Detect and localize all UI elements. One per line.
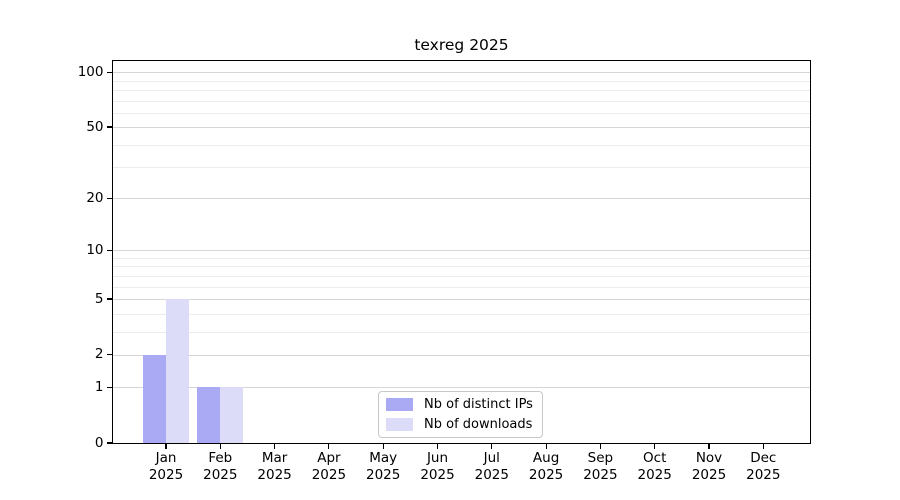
gridline-major <box>112 299 811 301</box>
x-tick-label: Dec 2025 <box>733 450 793 484</box>
gridline-minor <box>112 266 811 268</box>
gridline-major <box>112 250 811 252</box>
y-tick-label: 5 <box>94 290 104 307</box>
x-tick-month: Mar <box>261 450 288 466</box>
x-tick-label: Jun 2025 <box>408 450 468 484</box>
y-tick-label: 100 <box>77 63 104 80</box>
y-tick-label: 10 <box>86 241 104 258</box>
gridline-minor <box>112 286 811 288</box>
y-tick-mark <box>107 197 112 199</box>
x-tick-mark <box>274 444 276 449</box>
gridline-minor <box>112 258 811 259</box>
x-tick-mark <box>762 444 764 449</box>
legend-swatch-downloads <box>386 418 413 431</box>
y-tick-mark <box>107 71 112 73</box>
bar-distinct-ips <box>197 387 221 443</box>
y-tick-label: 50 <box>86 118 104 135</box>
x-tick-mark <box>654 444 656 449</box>
x-tick-year: 2025 <box>366 467 401 483</box>
gridline-minor <box>112 89 811 91</box>
x-tick-year: 2025 <box>148 467 184 483</box>
gridline-minor <box>112 112 811 114</box>
x-tick-year: 2025 <box>203 467 238 483</box>
x-tick-year: 2025 <box>257 467 292 483</box>
x-tick-month: Oct <box>643 450 667 466</box>
y-tick-mark <box>107 442 112 444</box>
y-tick-label: 20 <box>86 189 104 206</box>
bar-downloads <box>166 299 189 443</box>
y-tick-mark <box>107 298 112 300</box>
x-tick-mark <box>491 444 493 449</box>
gridline-major <box>112 198 811 200</box>
x-tick-label: Jul 2025 <box>462 450 522 484</box>
legend-item-downloads: Nb of downloads <box>386 417 533 432</box>
y-tick-mark <box>107 249 112 251</box>
bar-downloads <box>220 387 244 443</box>
x-tick-year: 2025 <box>311 467 347 483</box>
x-tick-label: Sep 2025 <box>570 450 630 484</box>
x-tick-mark <box>436 444 439 449</box>
gridline-minor <box>112 80 811 82</box>
x-tick-month: Jul <box>483 450 500 466</box>
x-tick-month: Nov <box>695 450 723 466</box>
x-tick-month: May <box>369 450 398 466</box>
legend-label-downloads: Nb of downloads <box>424 417 533 432</box>
legend-item-distinct-ips: Nb of distinct IPs <box>386 397 533 412</box>
x-tick-month: Jan <box>155 450 177 466</box>
x-tick-year: 2025 <box>637 467 672 483</box>
bar-distinct-ips <box>143 354 166 443</box>
gridline-minor <box>112 313 811 315</box>
y-tick-mark <box>107 126 112 128</box>
x-tick-mark <box>599 444 601 449</box>
x-tick-label: Oct 2025 <box>625 450 685 484</box>
x-tick-year: 2025 <box>746 467 781 483</box>
x-tick-label: May 2025 <box>353 450 413 484</box>
legend: Nb of distinct IPs Nb of downloads <box>378 391 543 438</box>
gridline-major <box>112 72 811 74</box>
x-tick-mark <box>382 444 384 449</box>
x-tick-year: 2025 <box>420 467 455 483</box>
x-tick-mark <box>219 444 221 449</box>
x-tick-year: 2025 <box>691 467 727 483</box>
y-tick-label: 2 <box>94 346 104 363</box>
y-tick-label: 1 <box>94 378 104 395</box>
x-tick-label: Mar 2025 <box>245 450 305 484</box>
x-tick-month: Feb <box>208 450 233 466</box>
y-tick-mark <box>107 386 112 388</box>
legend-label-distinct-ips: Nb of distinct IPs <box>424 397 533 412</box>
gridline-minor <box>112 100 811 102</box>
legend-swatch-distinct-ips <box>386 398 413 411</box>
gridline-minor <box>112 144 811 146</box>
gridline-minor <box>112 331 811 333</box>
x-tick-label: Apr 2025 <box>299 450 359 484</box>
x-tick-mark <box>165 444 167 449</box>
gridline-minor <box>112 167 811 169</box>
x-tick-month: Aug <box>532 450 560 466</box>
x-tick-year: 2025 <box>528 467 564 483</box>
x-tick-year: 2025 <box>583 467 618 483</box>
x-tick-month: Apr <box>317 450 341 466</box>
x-tick-label: Feb 2025 <box>190 450 250 484</box>
x-tick-mark <box>545 444 547 449</box>
y-tick-mark <box>107 354 112 356</box>
x-tick-mark <box>708 444 710 449</box>
x-tick-label: Aug 2025 <box>516 450 576 484</box>
gridline-major <box>112 387 811 389</box>
x-tick-mark <box>328 444 330 449</box>
gridline-major <box>112 127 811 129</box>
y-tick-label: 0 <box>94 434 104 451</box>
gridline-minor <box>112 275 811 277</box>
chart-title: texreg 2025 <box>414 36 509 54</box>
gridline-major <box>112 354 811 356</box>
x-tick-label: Jan 2025 <box>136 450 196 484</box>
x-tick-month: Dec <box>750 450 777 466</box>
x-tick-label: Nov 2025 <box>679 450 739 484</box>
x-tick-month: Jun <box>426 450 449 466</box>
x-tick-year: 2025 <box>474 467 509 483</box>
x-tick-month: Sep <box>587 450 614 466</box>
